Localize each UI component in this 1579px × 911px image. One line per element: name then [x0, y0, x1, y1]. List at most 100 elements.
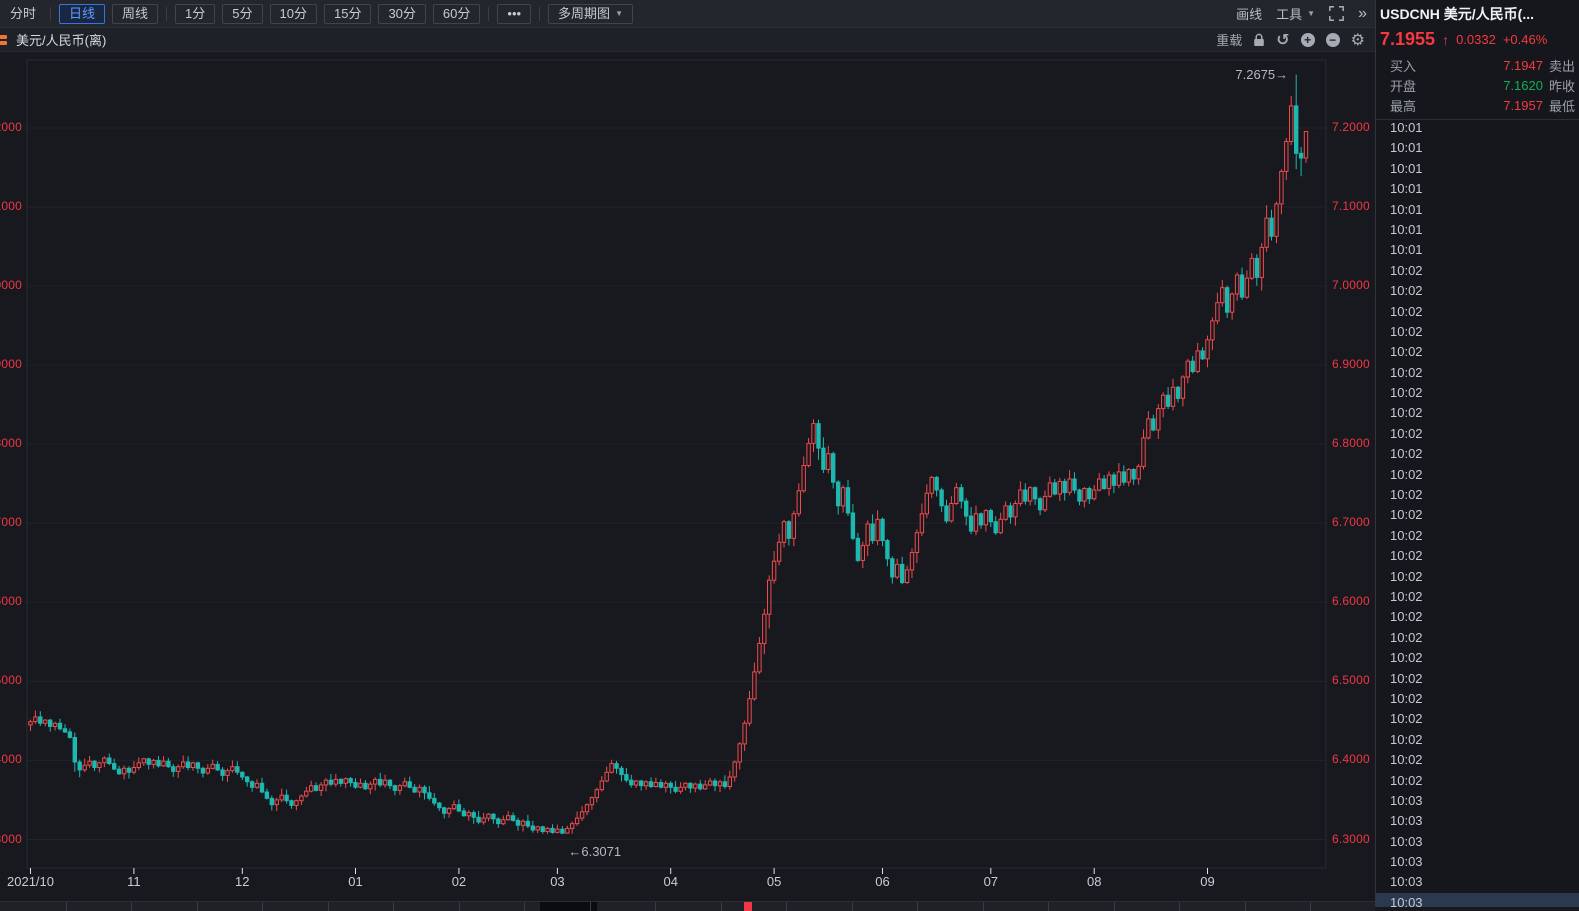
chart-subtoolbar: 美元/人民币(离) 重载 ↺ + − ⚙ [0, 28, 1375, 52]
candlestick-chart[interactable] [0, 52, 1375, 907]
tape-row[interactable]: 10:02 [1390, 629, 1423, 645]
reload-button[interactable]: 重载 [1216, 33, 1243, 48]
tape-row[interactable]: 10:02 [1390, 385, 1423, 401]
lock-icon[interactable] [1253, 33, 1265, 47]
x-axis-label: 06 [875, 874, 890, 889]
tape-row[interactable]: 10:02 [1390, 466, 1423, 482]
ask-label: 卖出 [1548, 58, 1575, 74]
tape-row[interactable]: 10:02 [1390, 650, 1423, 666]
tape-row[interactable]: 10:02 [1390, 262, 1423, 278]
price-change-percent: +0.46% [1502, 32, 1548, 47]
price-axis-label: 6.8000 [1332, 436, 1370, 451]
symbol-icon [0, 33, 10, 47]
price-axis-label-clipped: 6.7000 [0, 515, 22, 530]
period-tab-分时[interactable]: 分时 [10, 5, 37, 21]
tape-row[interactable]: 10:02 [1390, 690, 1423, 706]
price-axis-label-clipped: 6.9000 [0, 357, 22, 372]
bid-label: 买入 [1390, 58, 1417, 74]
tape-row[interactable]: 10:02 [1390, 609, 1423, 625]
collapse-panel-icon[interactable]: » [1358, 4, 1367, 22]
period-tab-日线[interactable]: 日线 [59, 3, 106, 24]
price-axis-label-clipped: 7.0000 [0, 278, 22, 293]
price-axis-label: 6.5000 [1332, 673, 1370, 688]
tape-row[interactable]: 10:02 [1390, 364, 1423, 380]
period-tab-周线[interactable]: 周线 [112, 3, 159, 24]
tape-row[interactable]: 10:01 [1390, 201, 1423, 217]
tape-row[interactable]: 10:02 [1390, 446, 1423, 462]
tape-row[interactable]: 10:03 [1390, 833, 1423, 849]
price-axis-label: 7.0000 [1332, 278, 1370, 293]
tape-row[interactable]: 10:02 [1390, 711, 1423, 727]
tape-row[interactable]: 10:02 [1390, 507, 1423, 523]
x-axis-label: 2021/10 [7, 874, 54, 889]
tape-row[interactable]: 10:02 [1390, 425, 1423, 441]
tape-row[interactable]: 10:01 [1390, 140, 1423, 156]
last-price-row: 7.1955 ↑ 0.0332 +0.46% [1376, 27, 1579, 52]
open-label: 开盘 [1390, 78, 1417, 94]
tape-row[interactable]: 10:03 [1390, 854, 1423, 870]
tape-row[interactable]: 10:02 [1390, 731, 1423, 747]
quote-detail-rows: 买入 7.1947 卖出 开盘 7.1620 昨收 最高 7.1957 最低 [1376, 52, 1579, 120]
tape-row[interactable]: 10:02 [1390, 588, 1423, 604]
tape-row[interactable]: 10:02 [1390, 527, 1423, 543]
price-axis-label: 7.2000 [1332, 120, 1370, 134]
tape-row[interactable]: 10:03 [1390, 792, 1423, 808]
quote-panel: USDCNH 美元/人民币(... 7.1955 ↑ 0.0332 +0.46%… [1375, 0, 1579, 907]
fullscreen-icon[interactable] [1329, 6, 1344, 21]
quote-row-bid: 买入 7.1947 卖出 [1376, 55, 1579, 75]
symbol-title[interactable]: USDCNH 美元/人民币(... [1380, 5, 1534, 22]
tape-row[interactable]: 10:01 [1390, 221, 1423, 237]
tape-row[interactable]: 10:01 [1390, 181, 1423, 197]
price-axis-label-clipped: 6.5000 [0, 673, 22, 688]
price-change: 0.0332 [1456, 32, 1496, 47]
tape-row[interactable]: 10:01 [1390, 242, 1423, 258]
price-axis-label: 6.3000 [1332, 831, 1370, 846]
tape-row[interactable]: 10:02 [1390, 772, 1423, 788]
undo-icon[interactable]: ↺ [1276, 31, 1290, 49]
tape-row[interactable]: 10:02 [1390, 548, 1423, 564]
price-axis-label-clipped: 6.8000 [0, 436, 22, 451]
zoom-out-icon[interactable]: − [1325, 32, 1340, 47]
tools-dropdown[interactable]: 工具 ▼ [1276, 4, 1315, 23]
tape-row[interactable]: 10:01 [1390, 120, 1423, 135]
time-sales-list[interactable]: 10:01 10:01 10:01 10:01 10:01 10:01 10:01 10:02… [1376, 118, 1579, 907]
period-tab-60分[interactable]: 60分 [432, 3, 481, 24]
period-tab-10分[interactable]: 10分 [269, 3, 317, 24]
price-axis-label: 6.7000 [1332, 515, 1370, 530]
draw-line-button[interactable]: 画线 [1236, 7, 1263, 22]
x-axis-label: 01 [348, 874, 363, 889]
tape-row[interactable]: 10:02 [1390, 670, 1423, 686]
period-tab-多周期图[interactable]: 多周期图 ▼ [548, 3, 633, 24]
tape-row[interactable]: 10:02 [1390, 303, 1423, 319]
period-tab-5分[interactable]: 5分 [222, 3, 263, 24]
quote-row-open: 开盘 7.1620 昨收 [1376, 75, 1579, 95]
price-axis-label: 7.1000 [1332, 199, 1370, 213]
low-label: 最低 [1548, 98, 1575, 114]
x-axis-label: 08 [1087, 874, 1102, 889]
bid-value: 7.1947 [1503, 57, 1543, 73]
prev-close-label: 昨收 [1548, 78, 1575, 94]
tape-row[interactable]: 10:02 [1390, 752, 1423, 768]
period-tab-1分[interactable]: 1分 [175, 3, 216, 24]
chart-scrollbar[interactable] [0, 901, 1375, 911]
tape-row[interactable]: 10:02 [1390, 487, 1423, 503]
period-tab-30分[interactable]: 30分 [378, 3, 426, 24]
tape-row[interactable]: 10:02 [1390, 344, 1423, 360]
tape-row[interactable]: 10:03 [1390, 874, 1423, 890]
tools-label: 工具 [1276, 7, 1303, 22]
price-axis-label-clipped: 6.3000 [0, 831, 22, 846]
tape-row[interactable]: 10:02 [1390, 283, 1423, 299]
tape-row[interactable]: 10:03 [1376, 892, 1579, 907]
tape-row[interactable]: 10:02 [1390, 323, 1423, 339]
caret-down-icon: ▼ [1307, 9, 1316, 18]
tape-row[interactable]: 10:02 [1390, 405, 1423, 421]
price-axis-label: 6.6000 [1332, 594, 1370, 609]
period-tab-15分[interactable]: 15分 [323, 3, 372, 24]
tape-row[interactable]: 10:01 [1390, 160, 1423, 176]
settings-gear-icon[interactable]: ⚙ [1350, 31, 1365, 49]
tape-row[interactable]: 10:03 [1390, 813, 1423, 829]
zoom-in-icon[interactable]: + [1300, 32, 1315, 47]
period-tab-•••[interactable]: ••• [497, 3, 532, 24]
tape-row[interactable]: 10:02 [1390, 568, 1423, 584]
